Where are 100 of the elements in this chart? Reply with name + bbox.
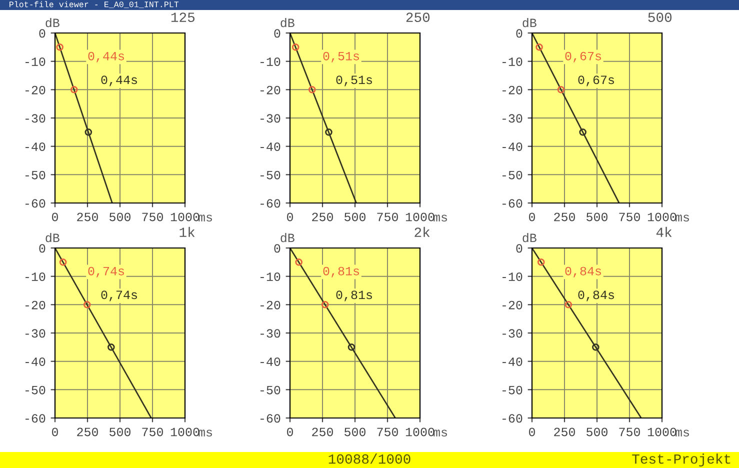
y-tick-label: -30 — [260, 114, 280, 123]
y-axis-title: dB — [280, 232, 294, 242]
y-tick-label: -50 — [502, 170, 522, 180]
chart-title: 1k — [180, 226, 195, 237]
y-tick-label: -50 — [502, 386, 522, 394]
x-tick-label: 500 — [110, 212, 130, 222]
y-axis-title: dB — [46, 232, 60, 242]
annotation: 0,74s — [101, 290, 137, 302]
x-tick-label: 500 — [586, 428, 608, 436]
y-tick-label: -60 — [26, 414, 46, 423]
chart-title: 125 — [171, 12, 195, 22]
y-tick-label: -20 — [260, 300, 280, 310]
x-tick-label: 250 — [312, 212, 333, 222]
y-tick-label: -60 — [502, 414, 522, 423]
chart-title: 4k — [656, 226, 672, 237]
y-axis-title: dB — [522, 18, 536, 28]
x-tick-label: 250 — [554, 212, 575, 222]
x-axis-title: ms — [676, 214, 689, 222]
annotation: 0,74s — [88, 266, 124, 278]
x-tick-label: 0 — [287, 428, 293, 436]
annotation: 0,51s — [336, 76, 372, 86]
y-tick-label: 0 — [516, 244, 522, 253]
y-tick-label: 0 — [274, 29, 280, 38]
chart-title: 2k — [414, 226, 430, 237]
y-tick-label: -10 — [26, 58, 46, 66]
y-axis-title: dB — [522, 232, 536, 242]
annotation: 0,67s — [578, 76, 614, 86]
x-tick-label: 1000 — [648, 212, 676, 222]
y-tick-label: -10 — [260, 272, 280, 281]
y-axis-title: dB — [280, 18, 294, 28]
x-axis-title: ms — [198, 214, 212, 222]
y-tick-label: -20 — [502, 86, 522, 94]
y-tick-label: -30 — [502, 329, 522, 338]
x-axis-title: ms — [434, 430, 447, 437]
x-tick-label: 250 — [77, 428, 98, 436]
chart-title: 250 — [406, 12, 430, 22]
y-tick-label: -60 — [260, 414, 280, 423]
annotation: 0,84s — [578, 290, 614, 302]
x-tick-label: 250 — [312, 428, 333, 436]
y-tick-label: -30 — [26, 114, 46, 123]
annotation: 0,81s — [336, 290, 372, 302]
x-tick-label: 250 — [77, 212, 98, 222]
y-tick-label: -20 — [26, 300, 46, 310]
y-tick-label: -10 — [260, 58, 280, 66]
x-tick-label: 750 — [377, 212, 398, 222]
x-tick-label: 500 — [110, 428, 130, 436]
y-tick-label: -50 — [26, 170, 46, 180]
x-tick-label: 0 — [529, 212, 535, 222]
annotation: 0,84s — [565, 266, 601, 278]
x-tick-label: 1000 — [170, 212, 200, 222]
y-tick-label: -20 — [26, 86, 46, 94]
x-tick-label: 500 — [344, 212, 366, 222]
y-tick-label: -10 — [26, 272, 46, 281]
y-tick-label: -50 — [26, 386, 46, 394]
x-tick-label: 1000 — [648, 428, 676, 436]
x-tick-label: 250 — [554, 428, 575, 436]
annotation: 0,81s — [323, 266, 359, 278]
y-tick-label: -40 — [260, 142, 280, 151]
y-tick-label: -10 — [502, 272, 522, 281]
y-axis-title: dB — [46, 18, 60, 28]
y-tick-label: -40 — [502, 358, 522, 366]
x-tick-label: 0 — [287, 212, 293, 222]
y-tick-label: -40 — [26, 358, 46, 366]
y-tick-label: 0 — [516, 29, 522, 38]
y-tick-label: -20 — [502, 300, 522, 310]
text: 10088/1000 — [328, 454, 410, 464]
x-tick-label: 750 — [619, 212, 640, 222]
y-tick-label: 0 — [39, 29, 46, 38]
annotation: 0,44s — [88, 52, 124, 62]
x-axis-title: ms — [434, 214, 447, 222]
x-tick-label: 750 — [142, 212, 163, 222]
x-tick-label: 1000 — [406, 212, 434, 222]
y-tick-label: -20 — [260, 86, 280, 94]
y-tick-label: -10 — [502, 58, 522, 66]
y-tick-label: -60 — [260, 199, 280, 208]
chart-title: 500 — [648, 12, 672, 22]
annotation: 0,67s — [565, 52, 601, 62]
annotation: 0,51s — [323, 52, 359, 62]
x-tick-label: 0 — [52, 212, 58, 222]
x-tick-label: 0 — [52, 428, 58, 436]
x-tick-label: 750 — [142, 428, 163, 436]
y-tick-label: -60 — [26, 199, 46, 208]
x-tick-label: 0 — [529, 428, 535, 436]
y-tick-label: -40 — [502, 142, 522, 151]
y-tick-label: -30 — [260, 329, 280, 338]
x-tick-label: 500 — [586, 212, 608, 222]
y-tick-label: -30 — [26, 329, 46, 338]
x-axis-title: ms — [198, 430, 212, 437]
annotation: 0,44s — [101, 76, 137, 86]
y-tick-label: -40 — [26, 142, 46, 151]
y-tick-label: 0 — [39, 244, 46, 253]
x-tick-label: 500 — [344, 428, 366, 436]
y-tick-label: -50 — [260, 386, 280, 394]
text: Test-Projekt — [632, 454, 730, 466]
text: Plot-file viewer - E_A0_01_INT.PLT — [10, 1, 179, 8]
y-tick-label: -40 — [260, 358, 280, 366]
y-tick-label: -50 — [260, 170, 280, 180]
y-tick-label: 0 — [274, 244, 280, 253]
y-tick-label: -30 — [502, 114, 522, 123]
x-tick-label: 1000 — [170, 428, 200, 436]
